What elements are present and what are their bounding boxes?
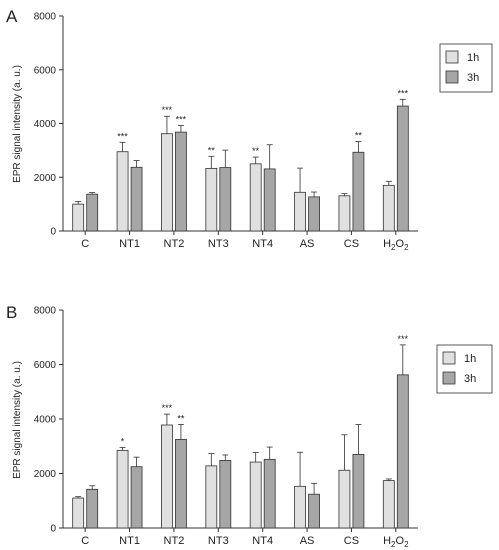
bar-1h-h2o2	[382, 480, 395, 529]
x-tick-label: NT1	[119, 238, 140, 250]
x-tick-label: AS	[300, 238, 315, 250]
y-tick-label: 4000	[34, 119, 57, 130]
x-tick-label: NT2	[164, 238, 185, 250]
x-tick-label: NT2	[164, 535, 185, 547]
bar-1h-as	[294, 485, 306, 529]
bar-1h-nt1	[116, 449, 129, 529]
bar-1h-cs	[338, 195, 351, 232]
panel-label: A	[6, 7, 18, 26]
bar-3h-h2o2	[396, 374, 409, 529]
x-tick-label: H2O2	[383, 535, 409, 549]
x-tick-label: NT4	[252, 535, 273, 547]
x-tick-label: C	[81, 535, 89, 547]
y-tick-label: 2000	[34, 469, 57, 480]
chart-panel-b: B EPR signal intensity (a. u.) 0 2000 4000 60…	[6, 303, 493, 549]
bar-3h-h2o2	[396, 105, 409, 232]
bar-3h-as	[308, 493, 320, 529]
bar-3h-cs	[352, 454, 365, 529]
significance-label: ***	[162, 403, 173, 413]
y-axis-label: EPR signal intensity (a. u.)	[12, 361, 23, 479]
bar-3h-nt2	[175, 439, 187, 529]
legend-swatch-3h	[442, 371, 456, 385]
x-tick-label: NT1	[119, 535, 140, 547]
significance-label: **	[252, 146, 260, 156]
y-tick-label: 8000	[34, 306, 57, 317]
bar-3h-nt3	[219, 460, 232, 529]
x-tick-label: C	[81, 238, 89, 250]
x-tick-label: CS	[344, 238, 359, 250]
bar-1h-nt4	[249, 461, 262, 529]
bar-3h-nt2	[175, 131, 187, 232]
x-tick-label: NT3	[208, 535, 229, 547]
x-tick-label: NT4	[252, 238, 273, 250]
x-tick-label: H2O2	[383, 238, 409, 252]
legend-swatch-1h	[445, 50, 459, 64]
bar-3h-nt4	[263, 168, 276, 232]
x-tick-label: AS	[300, 535, 315, 547]
bar-3h-nt3	[219, 167, 232, 232]
y-tick-label: 2000	[34, 173, 57, 184]
bar-3h-c	[86, 193, 99, 232]
bar-3h-nt1	[130, 166, 143, 232]
significance-label: *	[121, 437, 125, 447]
x-tick-label: CS	[344, 535, 359, 547]
significance-label: ***	[398, 334, 409, 344]
bar-3h-nt1	[130, 466, 143, 529]
bar-1h-nt3	[205, 167, 218, 232]
legend-swatch-1h	[442, 351, 456, 365]
bar-1h-nt1	[116, 151, 129, 232]
significance-label: ***	[162, 105, 173, 115]
bar-1h-cs	[338, 469, 351, 529]
y-tick-label: 0	[50, 524, 56, 535]
bar-1h-nt3	[205, 465, 218, 529]
bar-3h-c	[86, 488, 99, 529]
legend-label-1h: 1h	[464, 353, 476, 365]
significance-label: ***	[398, 88, 409, 98]
significance-label: ***	[176, 114, 187, 124]
legend-label-3h: 3h	[464, 373, 476, 385]
x-tick-label: NT3	[208, 238, 229, 250]
bar-1h-c	[72, 497, 85, 529]
significance-label: ***	[117, 131, 128, 141]
bar-1h-c	[72, 203, 85, 232]
bar-3h-nt4	[263, 458, 276, 529]
bar-1h-nt2	[161, 424, 173, 529]
significance-label: **	[177, 413, 185, 423]
panel-label: B	[6, 303, 17, 322]
y-tick-label: 6000	[34, 65, 57, 76]
y-tick-label: 6000	[34, 360, 57, 371]
y-tick-label: 4000	[34, 415, 57, 426]
y-tick-label: 8000	[34, 12, 57, 23]
significance-label: **	[355, 131, 363, 141]
bar-1h-nt2	[161, 133, 173, 232]
bar-1h-nt4	[249, 163, 262, 232]
significance-label: **	[208, 145, 216, 155]
bar-1h-as	[294, 191, 306, 232]
y-tick-label: 0	[50, 227, 56, 238]
legend-label-3h: 3h	[467, 72, 479, 84]
y-axis-label: EPR signal intensity (a. u.)	[12, 65, 23, 183]
legend-label-1h: 1h	[467, 52, 479, 64]
legend-swatch-3h	[445, 70, 459, 84]
bar-3h-cs	[352, 151, 365, 232]
bar-1h-h2o2	[382, 184, 395, 232]
bar-3h-as	[308, 196, 320, 232]
chart-panel-a: A EPR signal intensity (a. u.) 0 2000 4000 60…	[6, 7, 493, 252]
